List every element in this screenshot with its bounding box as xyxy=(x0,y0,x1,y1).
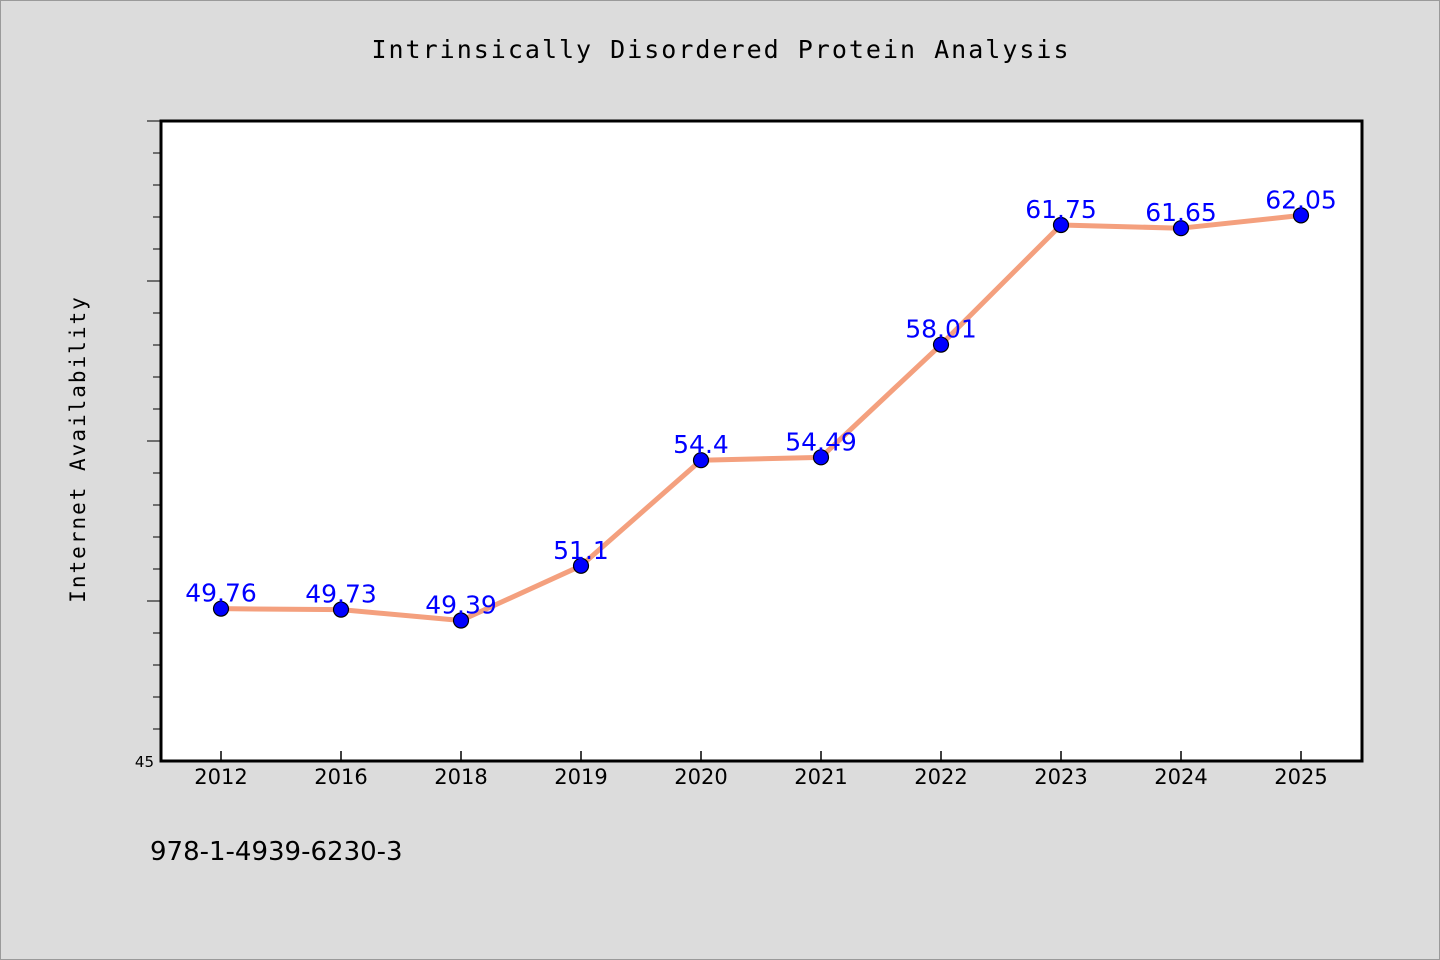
x-tick-label: 2019 xyxy=(554,765,607,789)
data-point xyxy=(812,449,830,466)
data-point xyxy=(212,600,230,617)
x-tick-label: 2020 xyxy=(674,765,727,789)
chart-title: Intrinsically Disordered Protein Analysi… xyxy=(371,35,1071,64)
data-point xyxy=(452,612,470,629)
data-label-layer: 49.76 49.73 49.39 51.1 54.4 54.49 58.01 61.75 61… xyxy=(185,185,1337,619)
x-tick-label: 2016 xyxy=(314,765,367,789)
data-point xyxy=(332,601,350,618)
footnote-isbn: 978-1-4939-6230-3 xyxy=(150,837,403,867)
data-label: 49.76 xyxy=(185,579,257,608)
data-point xyxy=(932,336,950,353)
data-point xyxy=(572,557,590,574)
series-line xyxy=(218,212,1304,624)
y-tick-label: 45 xyxy=(135,753,154,771)
data-label: 61.75 xyxy=(1025,195,1097,224)
y-axis-ticks: 45 xyxy=(135,120,161,771)
x-tick-label: 2021 xyxy=(794,765,847,789)
data-point xyxy=(1292,207,1310,224)
x-tick-label: 2025 xyxy=(1274,765,1327,789)
data-label: 49.39 xyxy=(425,591,497,620)
x-tick-label: 2023 xyxy=(1034,765,1087,789)
x-tick-label: 2024 xyxy=(1154,765,1207,789)
data-label: 58.01 xyxy=(905,315,977,344)
data-label: 49.73 xyxy=(305,580,377,609)
x-tick-label: 2018 xyxy=(434,765,487,789)
data-point xyxy=(1052,216,1070,234)
data-label: 54.49 xyxy=(785,427,857,456)
data-label: 61.65 xyxy=(1145,198,1217,227)
x-axis-ticks: 2012 2016 2018 2019 2020 2021 2022 2023 2024 2025 xyxy=(194,751,1328,789)
data-point xyxy=(692,452,710,469)
data-label: 62.05 xyxy=(1265,185,1337,214)
x-tick-label: 2012 xyxy=(194,765,247,789)
series-layer xyxy=(212,207,1310,629)
x-tick-label: 2022 xyxy=(914,765,967,789)
data-label: 54.4 xyxy=(673,430,729,459)
data-point xyxy=(1172,220,1190,237)
data-label: 51.1 xyxy=(553,536,609,565)
